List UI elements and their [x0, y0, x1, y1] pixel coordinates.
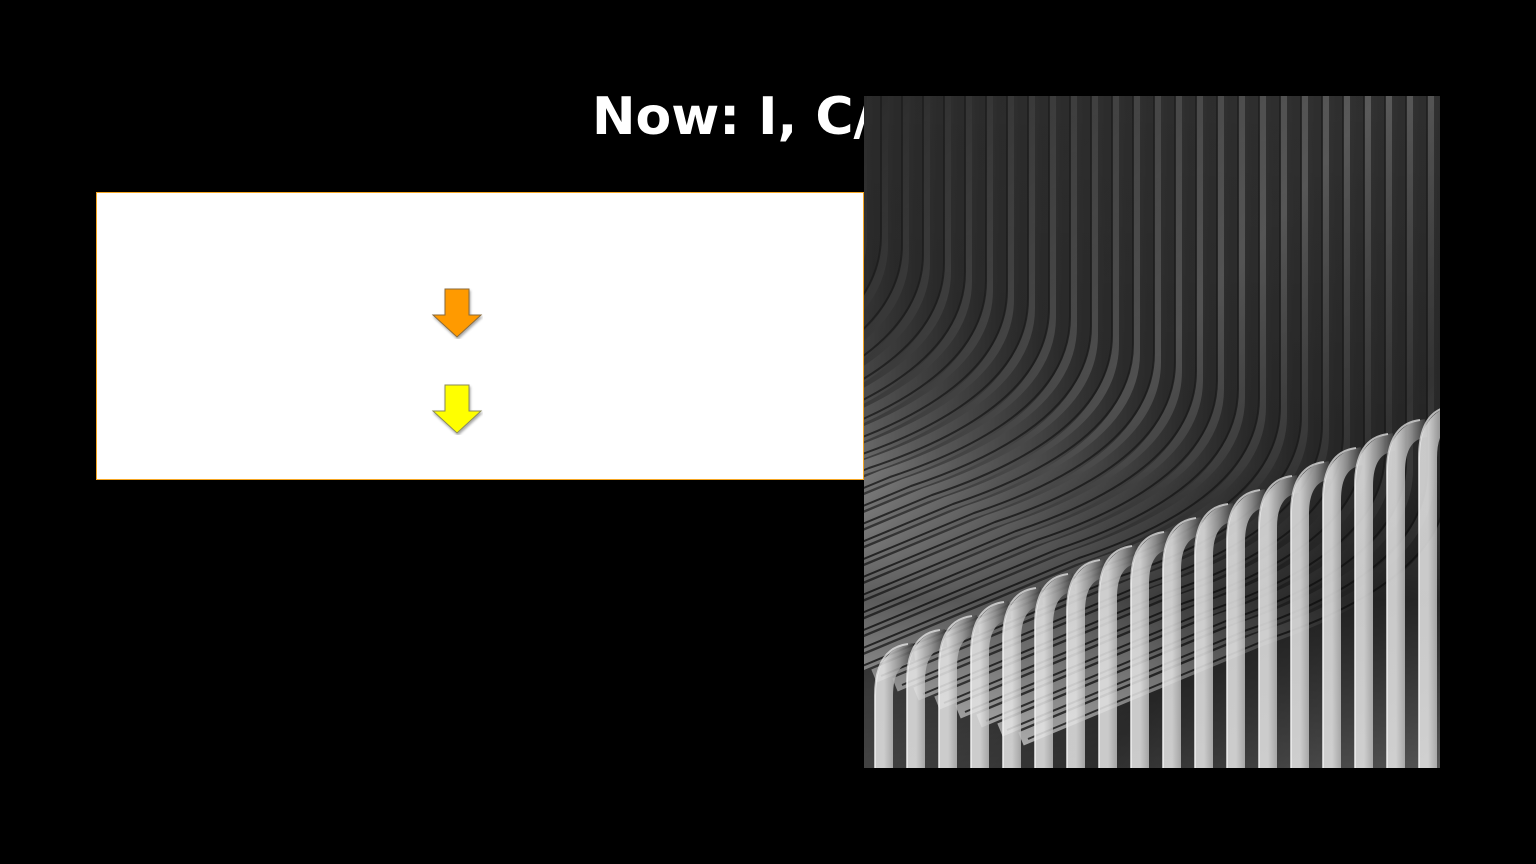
architecture-photo	[864, 96, 1440, 768]
down-arrow-icon	[431, 384, 483, 434]
down-arrow-icon	[431, 288, 483, 338]
content-box	[96, 192, 864, 480]
architecture-photo-image	[864, 96, 1440, 768]
slide-title: Now: I, C/	[592, 87, 873, 147]
